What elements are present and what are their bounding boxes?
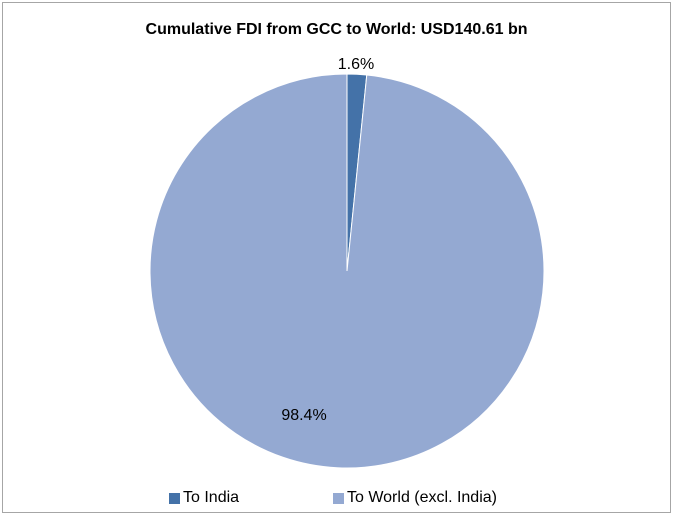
legend: To India To World (excl. India) xyxy=(3,489,670,511)
legend-swatch-to-india xyxy=(169,492,180,504)
pie-chart: 1.6% 98.4% xyxy=(149,56,545,469)
chart-title: Cumulative FDI from GCC to World: USD140… xyxy=(145,21,528,38)
data-label-to-world-excl-india: 98.4% xyxy=(281,407,326,424)
legend-item-to-world-excl-india: To World (excl. India) xyxy=(333,489,497,507)
data-label-to-india: 1.6% xyxy=(338,56,374,73)
legend-item-to-india: To India xyxy=(169,489,239,507)
legend-label-to-india: To India xyxy=(183,489,240,506)
pie-slice-to-world-excl-india xyxy=(149,73,545,469)
legend-swatch-to-world-excl-india xyxy=(333,492,344,504)
legend-label-to-world-excl-india: To World (excl. India) xyxy=(347,489,497,506)
